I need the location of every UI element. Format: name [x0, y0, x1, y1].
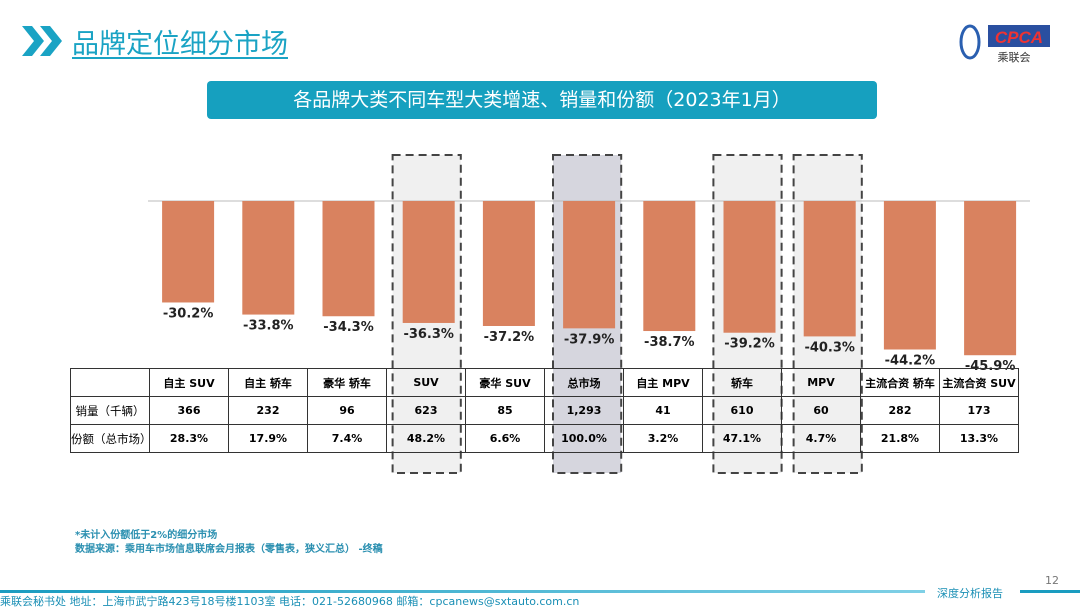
table-row: 份额（总市场） 28.3% 17.9% 7.4% 48.2% 6.6% 100.0% 3.2%… [70, 424, 1019, 453]
cat-cell: 总市场 [544, 368, 624, 397]
table-row: 自主 SUV 自主 轿车 豪华 轿车 SUV 豪华 SUV 总市场 自主 MPV 轿车 MPV 主… [70, 368, 1019, 397]
cat-cell: 豪华 轿车 [307, 368, 387, 397]
bar [803, 201, 856, 337]
source-note: 数据来源：乘用车市场信息联席会月报表（零售表，狭义汇总） -终稿 [75, 544, 383, 555]
share-cell: 17.9% [228, 424, 308, 453]
page-number: 12 [1045, 574, 1059, 587]
footer-tag: 深度分析报告 [937, 587, 1003, 600]
data-label: -37.9% [564, 332, 615, 347]
sales-cell: 85 [465, 396, 545, 425]
sales-cell: 282 [860, 396, 940, 425]
divider [0, 590, 925, 593]
cat-cell: 自主 轿车 [228, 368, 308, 397]
bar [322, 201, 375, 317]
share-cell: 3.2% [623, 424, 703, 453]
bar [242, 201, 295, 315]
cat-cell: SUV [386, 368, 466, 397]
bar [402, 201, 455, 323]
share-cell: 28.3% [149, 424, 229, 453]
sales-cell: 623 [386, 396, 466, 425]
data-label: -39.2% [724, 337, 775, 352]
sales-cell: 366 [149, 396, 229, 425]
share-cell: 21.8% [860, 424, 940, 453]
data-label: -30.2% [163, 306, 214, 321]
cat-cell: 自主 SUV [149, 368, 229, 397]
svg-text:CPCA: CPCA [995, 28, 1043, 47]
cat-cell: 豪华 SUV [465, 368, 545, 397]
share-cell: 100.0% [544, 424, 624, 453]
data-label: -44.2% [885, 354, 936, 369]
footer-text: 乘联会秘书处 地址：上海市武宁路423号18号楼1103室 电话：021-526… [0, 595, 580, 608]
sales-cell: 232 [228, 396, 308, 425]
table-row: 销量（千辆） 366 232 96 623 85 1,293 41 610 60 282 173 [70, 396, 1019, 425]
cat-cell: MPV [781, 368, 861, 397]
data-label: -36.3% [403, 327, 454, 342]
page-title: 品牌定位细分市场 [72, 29, 288, 60]
bar [723, 201, 776, 333]
footnote: *未计入份额低于2%的细分市场 [75, 530, 218, 541]
cat-cell: 主流合资 SUV [939, 368, 1019, 397]
sales-cell: 41 [623, 396, 703, 425]
cat-cell: 自主 MPV [623, 368, 703, 397]
cat-cell: 轿车 [702, 368, 782, 397]
sales-cell: 610 [702, 396, 782, 425]
share-cell: 7.4% [307, 424, 387, 453]
sales-cell: 60 [781, 396, 861, 425]
bar [643, 201, 696, 332]
data-label: -40.3% [804, 340, 855, 355]
chevron-icon [22, 26, 62, 56]
bar [563, 201, 616, 329]
cpca-logo: CPCA 乘联会 [959, 24, 1050, 64]
row-label: 份额（总市场） [70, 424, 152, 453]
row-label [70, 368, 150, 397]
data-label: -34.3% [323, 320, 374, 335]
share-cell: 47.1% [702, 424, 782, 453]
sales-cell: 1,293 [544, 396, 624, 425]
data-label: -33.8% [243, 319, 294, 334]
sales-cell: 96 [307, 396, 387, 425]
svg-text:乘联会: 乘联会 [998, 51, 1031, 64]
chart-title: 各品牌大类不同车型大类增速、销量和份额（2023年1月） [207, 81, 877, 119]
share-cell: 4.7% [781, 424, 861, 453]
row-label: 销量（千辆） [70, 396, 150, 425]
bar [162, 201, 215, 303]
sales-cell: 173 [939, 396, 1019, 425]
data-label: -38.7% [644, 335, 695, 350]
share-cell: 6.6% [465, 424, 545, 453]
share-cell: 13.3% [939, 424, 1019, 453]
share-cell: 48.2% [386, 424, 466, 453]
bar [964, 201, 1017, 356]
data-label: -37.2% [484, 330, 535, 345]
divider [1020, 590, 1080, 593]
data-table: 自主 SUV 自主 轿车 豪华 轿车 SUV 豪华 SUV 总市场 自主 MPV 轿车 MPV 主… [70, 368, 1019, 453]
bar [883, 201, 936, 350]
bar [482, 201, 535, 326]
cat-cell: 主流合资 轿车 [860, 368, 940, 397]
